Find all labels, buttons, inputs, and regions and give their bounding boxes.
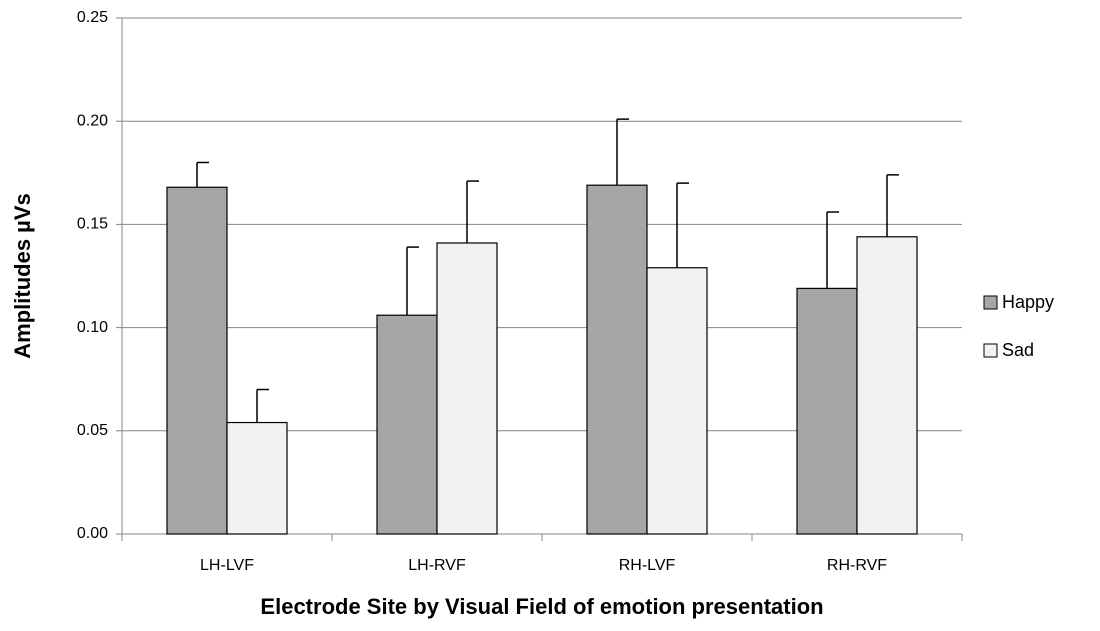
legend-swatch [983,343,998,358]
error-bar [466,180,479,243]
y-tick-label: 0.20 [77,112,108,129]
y-tick-label: 0.05 [77,422,108,439]
x-tick-label: RH-LVF [619,557,676,574]
bar [856,236,918,535]
x-tick-label: RH-RVF [827,557,887,574]
bar [376,314,438,535]
bar [166,186,228,535]
y-tick-label: 0.15 [77,216,108,233]
error-bar [256,388,269,423]
y-tick-label: 0.00 [77,525,108,542]
legend-label: Sad [1002,340,1034,360]
legend-swatch [983,295,998,310]
error-bar [886,174,899,237]
legend-label: Happy [1002,292,1054,312]
error-bar [676,182,689,268]
error-bar [406,246,419,316]
error-bar [196,161,209,188]
bar [586,184,648,535]
bar [646,267,708,535]
y-axis-title: Amplitudes µVs [10,193,35,358]
bar [436,242,498,535]
bar [796,287,858,535]
bar [226,421,288,535]
error-bar [826,211,839,289]
y-tick-label: 0.10 [77,319,108,336]
x-tick-label: LH-RVF [408,557,466,574]
error-bar [616,118,629,186]
x-axis-title: Electrode Site by Visual Field of emotio… [260,594,823,619]
y-tick-label: 0.25 [77,9,108,26]
x-tick-label: LH-LVF [200,557,254,574]
